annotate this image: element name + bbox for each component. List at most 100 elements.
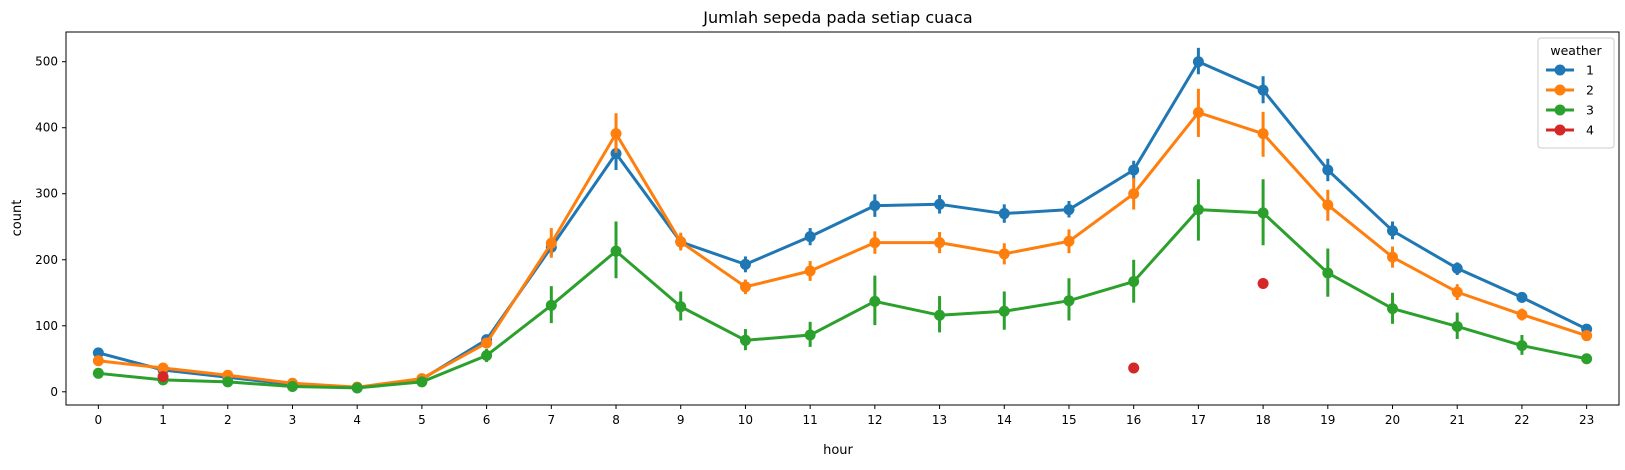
point-1-15 [1063, 204, 1075, 216]
x-tick-label-11: 11 [803, 413, 818, 427]
y-axis-label: count [10, 200, 25, 237]
series-line-2 [98, 111, 1588, 389]
series-line-3 [98, 208, 1587, 390]
series-layer [92, 47, 1593, 394]
x-tick-label-4: 4 [353, 413, 361, 427]
point-1-21 [1451, 262, 1463, 274]
point-2-13 [934, 237, 946, 249]
point-2-23 [1581, 330, 1593, 342]
point-3-3 [286, 381, 298, 393]
series-line-1 [97, 60, 1588, 390]
series-3 [92, 179, 1593, 394]
point-3-15 [1063, 295, 1075, 307]
x-tick-label-7: 7 [547, 413, 555, 427]
point-3-2 [222, 376, 234, 388]
point-2-22 [1516, 309, 1528, 321]
x-tick-label-5: 5 [418, 413, 426, 427]
point-2-17 [1192, 107, 1204, 119]
y-tick-label-400: 400 [35, 121, 58, 135]
x-axis-label: hour [823, 443, 853, 458]
y-axis: 0 100 200 300 400 500 [35, 55, 66, 399]
y-tick-label-200: 200 [35, 253, 58, 267]
point-1-12 [869, 200, 881, 212]
point-3-13 [934, 309, 946, 321]
x-tick-label-18: 18 [1255, 413, 1270, 427]
x-axis: 0 1 2 3 4 5 6 7 8 9 10 11 12 13 14 15 16 17 18 19 20 21 22 23 [95, 405, 1594, 427]
point-1-13 [934, 198, 946, 210]
point-2-14 [998, 248, 1010, 260]
point-3-4 [351, 382, 363, 394]
point-1-16 [1128, 164, 1140, 176]
point-3-10 [739, 334, 751, 346]
x-tick-label-21: 21 [1450, 413, 1465, 427]
legend-label-1: 1 [1586, 63, 1594, 78]
y-tick-label-500: 500 [35, 55, 58, 69]
x-tick-label-17: 17 [1191, 413, 1206, 427]
x-tick-label-23: 23 [1579, 413, 1594, 427]
point-3-9 [675, 301, 687, 313]
point-1-10 [739, 258, 751, 270]
point-4-16 [1128, 362, 1140, 374]
point-3-6 [481, 349, 493, 361]
point-3-5 [416, 376, 428, 388]
legend-marker-2 [1554, 84, 1566, 96]
point-2-9 [675, 236, 687, 248]
point-2-19 [1322, 199, 1334, 211]
legend: weather 1 2 3 4 [1537, 37, 1615, 149]
x-tick-label-14: 14 [997, 413, 1012, 427]
point-1-18 [1257, 84, 1269, 96]
point-3-20 [1387, 303, 1399, 315]
legend-title: weather [1550, 43, 1602, 58]
x-tick-label-16: 16 [1126, 413, 1141, 427]
point-4-1 [157, 371, 169, 383]
point-3-8 [610, 245, 622, 257]
point-3-7 [545, 299, 557, 311]
x-tick-label-20: 20 [1385, 413, 1400, 427]
point-3-19 [1322, 267, 1334, 279]
x-tick-label-8: 8 [612, 413, 620, 427]
point-2-6 [481, 337, 493, 349]
x-tick-label-1: 1 [159, 413, 167, 427]
point-1-22 [1516, 291, 1528, 303]
point-1-19 [1322, 164, 1334, 176]
series-2 [92, 88, 1593, 393]
point-1-0 [92, 347, 104, 359]
point-2-7 [545, 237, 557, 249]
chart-title: Jumlah sepeda pada setiap cuaca [702, 8, 972, 27]
point-2-8 [610, 128, 622, 140]
point-2-10 [739, 281, 751, 293]
point-3-12 [869, 295, 881, 307]
point-3-14 [998, 305, 1010, 317]
legend-marker-4 [1554, 124, 1566, 136]
legend-label-3: 3 [1586, 103, 1594, 118]
point-2-1 [157, 362, 169, 374]
series-1 [92, 47, 1593, 394]
x-tick-label-6: 6 [483, 413, 491, 427]
point-2-12 [869, 237, 881, 249]
x-tick-label-3: 3 [289, 413, 297, 427]
x-tick-label-9: 9 [677, 413, 685, 427]
legend-label-4: 4 [1586, 123, 1594, 138]
point-4-18 [1257, 278, 1269, 290]
x-tick-label-22: 22 [1514, 413, 1529, 427]
point-1-8 [610, 147, 622, 159]
x-tick-label-2: 2 [224, 413, 232, 427]
x-tick-label-10: 10 [738, 413, 753, 427]
point-2-0 [92, 355, 104, 367]
point-3-23 [1581, 353, 1593, 365]
y-tick-label-300: 300 [35, 187, 58, 201]
point-3-22 [1516, 340, 1528, 352]
legend-label-2: 2 [1586, 83, 1594, 98]
plot-frame [65, 31, 1620, 406]
y-tick-label-0: 0 [50, 385, 58, 399]
point-3-18 [1257, 207, 1269, 219]
x-tick-label-12: 12 [867, 413, 882, 427]
point-3-11 [804, 329, 816, 341]
point-2-15 [1063, 235, 1075, 247]
point-2-20 [1387, 251, 1399, 263]
legend-marker-1 [1554, 64, 1566, 76]
point-2-16 [1128, 188, 1140, 200]
point-1-14 [998, 208, 1010, 220]
x-tick-label-13: 13 [932, 413, 947, 427]
